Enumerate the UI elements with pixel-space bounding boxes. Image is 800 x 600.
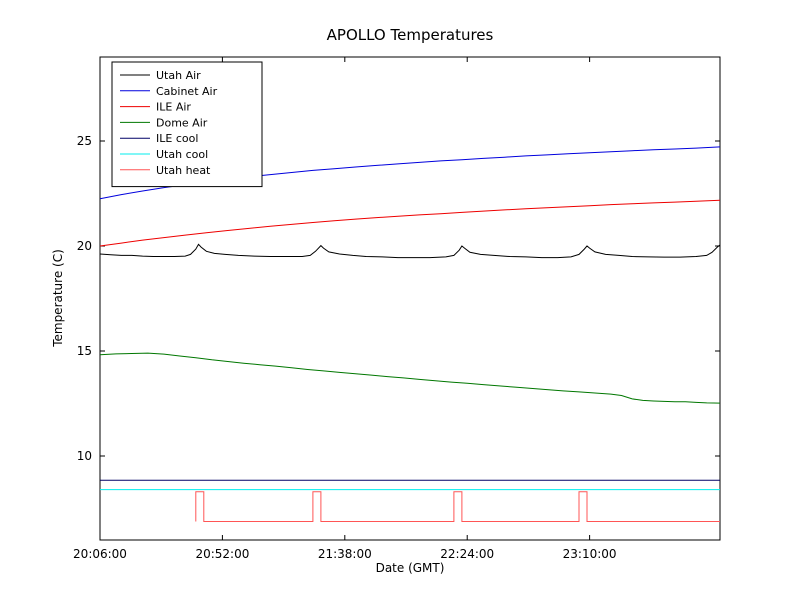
y-tick-label: 25 (77, 134, 92, 148)
axis-ticks: 20:06:00 20:52:00 21:38:00 22:24:00 23:10:00… (73, 57, 720, 561)
legend-label-ile-air: ILE Air (156, 101, 191, 114)
series-utah-air-line (99, 243, 721, 259)
legend-label-utah-heat: Utah heat (156, 164, 211, 177)
legend-label-utah-air: Utah Air (156, 69, 201, 82)
legend: Utah Air Cabinet Air ILE Air Dome Air ILE co… (111, 61, 263, 188)
legend-label-ile-cool: ILE cool (156, 132, 198, 145)
y-tick-label: 20 (77, 239, 92, 253)
plot-frame (99, 56, 721, 541)
x-tick-label: 20:06:00 (73, 547, 127, 561)
y-tick-label: 10 (77, 449, 92, 463)
chart-title: APOLLO Temperatures (327, 26, 494, 44)
legend-label-dome-air: Dome Air (156, 116, 208, 129)
x-tick-label: 23:10:00 (563, 547, 617, 561)
x-tick-label: 22:24:00 (440, 547, 494, 561)
x-axis-label: Date (GMT) (376, 561, 445, 575)
series-utah-heat-line (195, 491, 720, 522)
x-tick-label: 20:52:00 (195, 547, 249, 561)
legend-label-utah-cool: Utah cool (156, 148, 208, 161)
series-lines (99, 146, 721, 522)
series-dome-air-line (99, 352, 721, 404)
x-tick-label: 21:38:00 (318, 547, 372, 561)
y-tick-label: 15 (77, 344, 92, 358)
legend-box (111, 61, 263, 188)
legend-label-cabinet-air: Cabinet Air (156, 85, 218, 98)
series-ile-air-line (99, 199, 721, 247)
y-axis-label: Temperature (C) (51, 249, 65, 348)
